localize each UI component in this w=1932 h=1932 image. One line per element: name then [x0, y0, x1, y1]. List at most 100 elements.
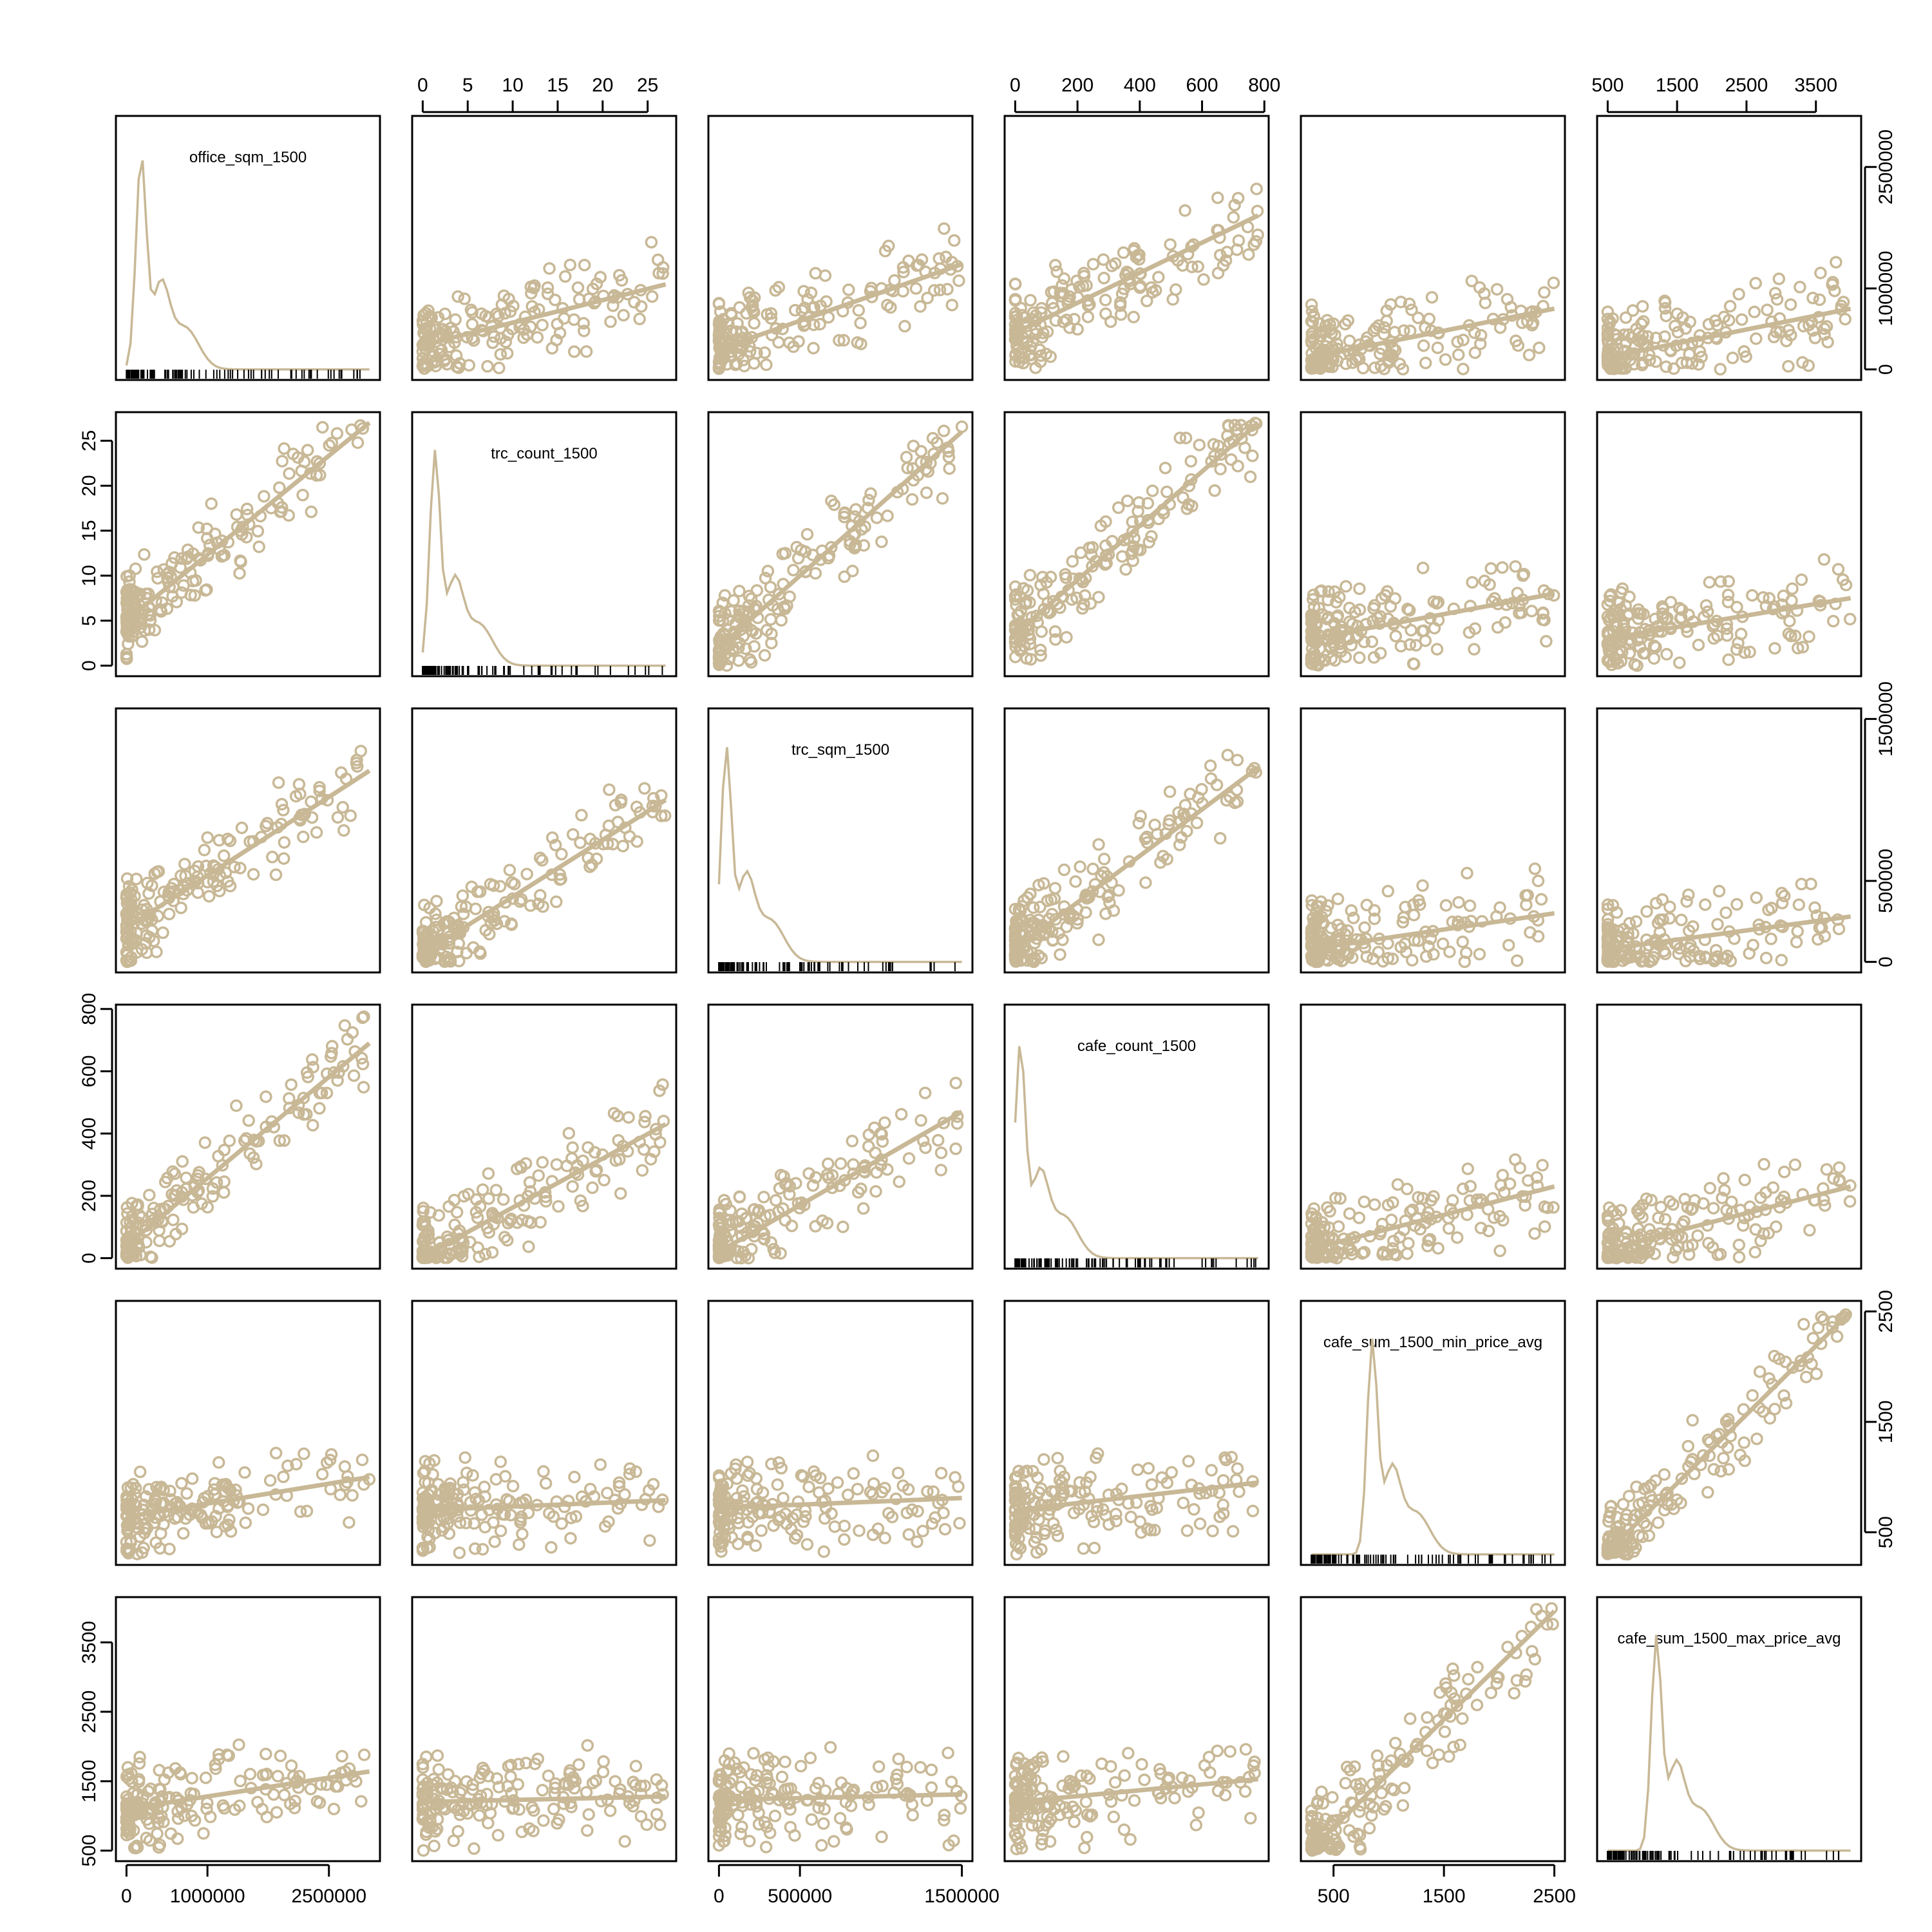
data-point [1832, 563, 1845, 576]
data-point [586, 1181, 599, 1195]
data-point [123, 569, 136, 582]
panel-office_sqm_1500-vs-trc_sqm_1500 [707, 115, 974, 381]
data-point [558, 270, 572, 283]
data-point [1692, 358, 1705, 371]
data-point [1814, 267, 1827, 279]
data-point [771, 1478, 784, 1492]
data-point [300, 1504, 314, 1518]
data-point [764, 580, 777, 594]
data-point [201, 831, 214, 844]
data-point [144, 614, 157, 627]
data-point [838, 506, 851, 519]
data-point [1049, 633, 1062, 646]
data-point [350, 753, 363, 766]
data-point [792, 335, 805, 348]
data-point [878, 1531, 891, 1545]
data-point [140, 929, 153, 942]
data-point [247, 867, 260, 881]
data-point [1197, 273, 1210, 286]
data-point [1772, 272, 1786, 285]
data-point [1112, 884, 1125, 897]
data-point [1226, 1525, 1240, 1538]
data-point [1629, 915, 1643, 928]
data-point [213, 834, 226, 847]
data-point [857, 1202, 870, 1215]
data-point [1213, 249, 1227, 261]
data-point [1358, 921, 1371, 934]
data-point [909, 282, 923, 295]
data-point [558, 312, 571, 325]
data-point [931, 436, 943, 450]
data-point [260, 819, 272, 833]
data-point [1474, 328, 1488, 342]
data-point [1452, 348, 1465, 361]
data-point [1127, 310, 1141, 324]
data-point [578, 325, 591, 337]
data-point [1626, 304, 1640, 317]
data-point [343, 1516, 355, 1529]
data-point [441, 953, 454, 967]
data-point [616, 839, 630, 853]
data-point [938, 1522, 952, 1536]
data-point [129, 562, 142, 575]
data-point [531, 331, 544, 344]
data-point [450, 360, 463, 374]
data-point [1308, 609, 1321, 623]
data-point [846, 1135, 859, 1148]
data-point [1246, 450, 1259, 462]
data-point [120, 888, 133, 901]
data-point [1757, 1158, 1770, 1171]
panel-frame [1300, 1003, 1566, 1270]
data-point [760, 358, 773, 372]
data-point [1353, 582, 1366, 595]
point-cloud [1305, 274, 1560, 375]
data-point [838, 1533, 851, 1546]
data-point [1227, 211, 1240, 224]
data-point [942, 451, 956, 464]
data-point [1808, 332, 1822, 345]
data-point [1179, 799, 1192, 811]
data-point [1739, 350, 1752, 363]
data-point [1717, 1172, 1730, 1185]
data-point [135, 943, 149, 956]
data-point [1802, 359, 1815, 372]
data-point [1014, 346, 1027, 359]
data-point [495, 298, 509, 311]
data-point [310, 826, 323, 839]
data-point [1009, 318, 1022, 331]
data-point [153, 1234, 166, 1247]
data-point [1403, 638, 1417, 651]
data-point [1095, 869, 1108, 882]
data-point [1601, 321, 1615, 334]
panel-frame [411, 115, 677, 381]
data-point [1115, 287, 1129, 301]
panel-trc_count_1500-vs-trc_count_1500: trc_count_1500 [411, 411, 677, 677]
data-point [712, 361, 726, 374]
data-point [1785, 629, 1797, 643]
data-point [1730, 600, 1743, 614]
data-point [1702, 317, 1716, 331]
data-point [1231, 1462, 1244, 1475]
data-point [1717, 1452, 1730, 1464]
data-point [123, 954, 136, 967]
data-point [943, 462, 956, 475]
data-point [1699, 898, 1712, 911]
data-point [918, 1086, 932, 1099]
data-point [914, 300, 927, 313]
data-point [1316, 608, 1329, 621]
data-point [1036, 571, 1049, 583]
data-point [1456, 935, 1469, 949]
panel-trc_count_1500-vs-trc_sqm_1500 [707, 411, 974, 677]
data-point [1700, 599, 1713, 612]
data-point [1231, 753, 1244, 766]
data-point [487, 1516, 500, 1529]
data-point [953, 1517, 966, 1530]
regression-line [1607, 306, 1852, 360]
data-point [937, 424, 951, 437]
data-point [1695, 350, 1708, 364]
data-point [1511, 954, 1524, 967]
data-point [1034, 900, 1046, 914]
data-point [1826, 614, 1840, 628]
data-point [194, 554, 207, 567]
data-point [622, 1111, 635, 1124]
